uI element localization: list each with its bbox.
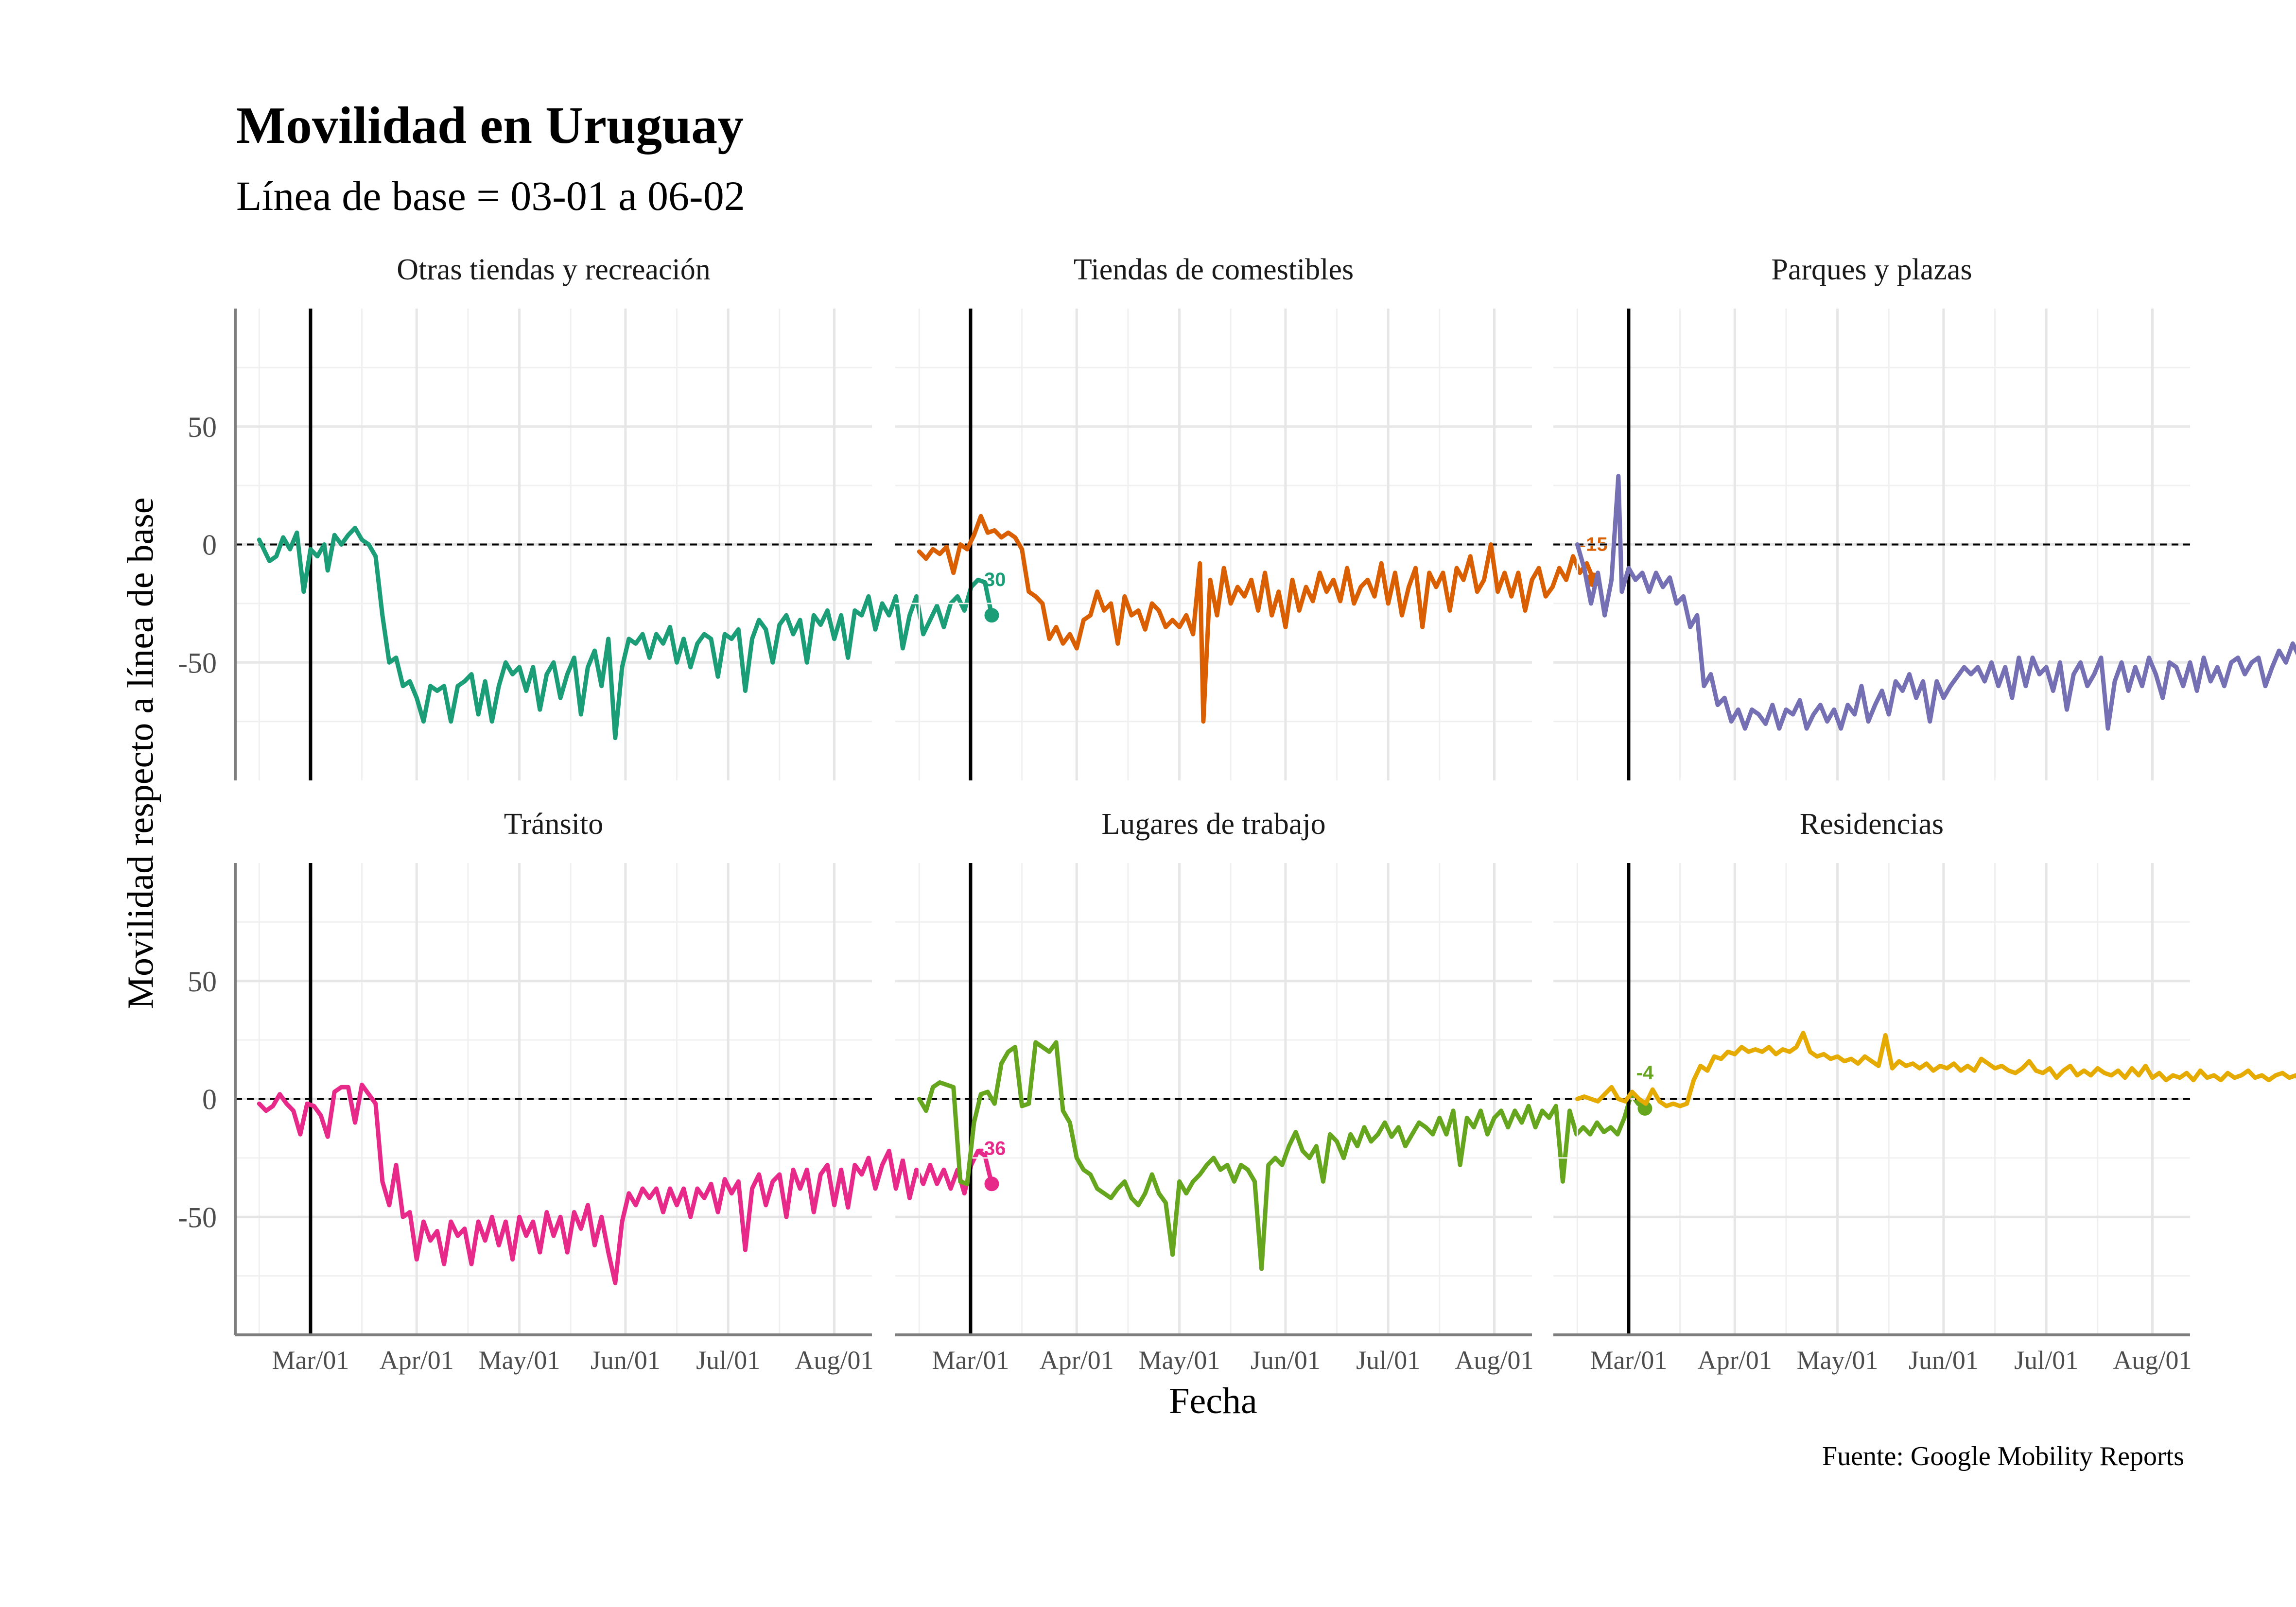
series-line bbox=[1575, 1031, 2296, 1108]
y-tick-label: 0 bbox=[202, 1084, 217, 1116]
x-tick-label: Apr/01 bbox=[1040, 1346, 1114, 1375]
series-line bbox=[257, 1082, 994, 1285]
series-end-label: -36 bbox=[978, 1138, 1006, 1159]
series-end-point bbox=[984, 1176, 999, 1192]
series-line bbox=[917, 1040, 1647, 1271]
facet-panel: Mar/01 Apr/01 May/01 Jun/01 Jul/01 Aug/01 Resi… bbox=[1553, 808, 2296, 1375]
x-tick-label: Apr/01 bbox=[380, 1346, 454, 1375]
x-tick-label: May/01 bbox=[1797, 1346, 1879, 1375]
facet-panel: -50 0 50 Otras tiendas y recreación -30 bbox=[178, 253, 1006, 780]
chart-caption: Fuente: Google Mobility Reports bbox=[1822, 1441, 2184, 1471]
x-tick-label: Mar/01 bbox=[932, 1346, 1009, 1375]
x-tick-label: Jul/01 bbox=[696, 1346, 760, 1375]
facet-strip-title: Tiendas de comestibles bbox=[1074, 253, 1354, 286]
y-tick-label: 50 bbox=[188, 411, 217, 443]
facet-strip-title: Residencias bbox=[1800, 808, 1944, 841]
series-end-point bbox=[984, 608, 999, 623]
series-end-label: -30 bbox=[978, 569, 1006, 590]
x-tick-label: Apr/01 bbox=[1698, 1346, 1772, 1375]
x-tick-label: Jun/01 bbox=[1251, 1346, 1321, 1375]
facet-panel: Mar/01 Apr/01 May/01 Jun/01 Jul/01 Aug/01 Luga… bbox=[895, 808, 1654, 1375]
x-tick-label: Jul/01 bbox=[1356, 1346, 1420, 1375]
y-tick-label: -50 bbox=[178, 647, 217, 679]
facet-panel: -50 0 50 Mar/01 Apr/01 May/01 Jun/01 Jul/01 Aug/… bbox=[178, 808, 1006, 1375]
x-tick-label: Jun/01 bbox=[1909, 1346, 1979, 1375]
facet-strip-title: Lugares de trabajo bbox=[1101, 808, 1325, 841]
x-tick-label: Aug/01 bbox=[2113, 1346, 2192, 1375]
x-tick-label: Jun/01 bbox=[591, 1346, 661, 1375]
x-tick-label: May/01 bbox=[1139, 1346, 1220, 1375]
x-tick-label: Aug/01 bbox=[1455, 1346, 1534, 1375]
x-tick-label: May/01 bbox=[479, 1346, 560, 1375]
facet-panel: Tiendas de comestibles-15 bbox=[895, 253, 1608, 780]
series-end-label: -4 bbox=[1636, 1062, 1654, 1084]
series-line bbox=[257, 526, 994, 741]
y-tick-label: 50 bbox=[188, 966, 217, 998]
y-tick-label: -50 bbox=[178, 1201, 217, 1233]
facet-strip-title: Parques y plazas bbox=[1771, 253, 1972, 286]
chart-title: Movilidad en Uruguay bbox=[236, 97, 744, 155]
facet-panel: Parques y plazas-58 bbox=[1553, 253, 2296, 780]
x-tick-label: Mar/01 bbox=[1590, 1346, 1667, 1375]
x-tick-label: Aug/01 bbox=[795, 1346, 874, 1375]
facet-strip-title: Otras tiendas y recreación bbox=[397, 253, 711, 286]
x-tick-label: Jul/01 bbox=[2014, 1346, 2078, 1375]
x-tick-label: Mar/01 bbox=[272, 1346, 349, 1375]
x-axis-label: Fecha bbox=[1169, 1381, 1257, 1421]
facet-strip-title: Tránsito bbox=[504, 808, 603, 841]
series-line bbox=[1575, 474, 2296, 731]
y-tick-label: 0 bbox=[202, 529, 217, 561]
chart-subtitle: Línea de base = 03-01 a 06-02 bbox=[236, 173, 745, 219]
series-end-point bbox=[1637, 1101, 1652, 1116]
series-line bbox=[917, 514, 1596, 724]
